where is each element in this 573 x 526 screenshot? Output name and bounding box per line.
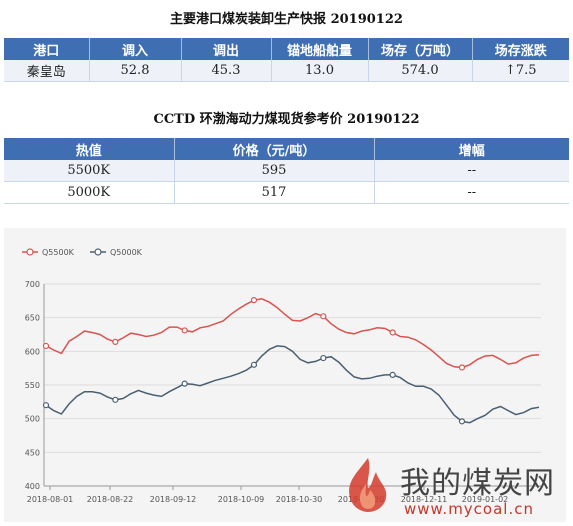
col-header-stock: 场存（万吨） <box>368 38 473 60</box>
watermark-text: 我的煤炭网 <box>400 466 555 501</box>
data-point <box>458 364 466 371</box>
x-tick-label: 2018-12-11 <box>401 495 448 504</box>
x-tick-label: 2018-10-09 <box>218 495 265 504</box>
watermark-logo: 我的煤炭网 www.mycoal.cn <box>338 450 568 524</box>
data-point <box>389 329 396 336</box>
cctd-price-table: 热值 价格（元/吨） 增幅 5500K 595 -- 5000K 517 -- <box>4 138 569 204</box>
cell-anchored-ships: 13.0 <box>271 60 369 82</box>
y-tick-label: 400 <box>25 482 40 491</box>
legend-label: Q5500K <box>42 248 75 257</box>
port-report-title: 主要港口煤炭装卸生产快报 20190122 <box>170 12 403 27</box>
data-point <box>250 297 258 304</box>
cell-change: -- <box>374 160 569 182</box>
col-header-port: 港口 <box>4 38 90 60</box>
y-tick-label: 500 <box>25 415 40 424</box>
table-row: 5500K 595 -- <box>4 160 569 182</box>
data-point <box>112 338 119 346</box>
y-tick-label: 550 <box>25 381 40 390</box>
data-point <box>112 396 119 403</box>
price-chart-svg: 700 650 600 550 500 450 400 2018-08-01 2018-08-2… <box>22 248 541 504</box>
cell-price: 595 <box>174 160 375 182</box>
x-tick-label: 2018-10-30 <box>276 495 323 504</box>
x-tick-label: 2019-01-02 <box>462 495 509 504</box>
cell-outbound: 45.3 <box>181 60 272 82</box>
col-header-anchored-ships: 锚地船舶量 <box>271 38 369 60</box>
table-row: 5000K 517 -- <box>4 181 569 204</box>
legend-marker-Q5000K <box>94 248 102 256</box>
data-point <box>42 402 50 409</box>
cell-stock: 574.0 <box>368 60 473 82</box>
cctd-header-row: 热值 价格（元/吨） 增幅 <box>4 138 569 160</box>
col-header-stock-change: 场存涨跌 <box>472 38 569 60</box>
data-point <box>181 327 188 334</box>
x-tick-label: 2018-08-22 <box>87 495 134 504</box>
y-tick-label: 650 <box>25 314 40 323</box>
port-report-header-row: 港口 调入 调出 锚地船舶量 场存（万吨） 场存涨跌 <box>4 38 569 60</box>
col-header-price: 价格（元/吨） <box>174 138 375 160</box>
table-row: 秦皇岛 52.8 45.3 13.0 574.0 ↑7.5 <box>4 60 569 82</box>
y-tick-label: 700 <box>25 280 40 289</box>
cell-calorific: 5000K <box>4 181 175 204</box>
cell-stock-change: ↑7.5 <box>472 60 569 82</box>
legend-marker-Q5500K <box>26 248 34 256</box>
flame-icon <box>349 458 387 512</box>
y-tick-label: 600 <box>25 347 40 356</box>
cell-change: -- <box>374 181 569 204</box>
col-header-calorific: 热值 <box>4 138 175 160</box>
x-tick-label: 2018-09-12 <box>150 495 197 504</box>
watermark-url: www.mycoal.cn <box>404 500 534 518</box>
col-header-change: 增幅 <box>374 138 569 160</box>
data-point <box>389 371 396 378</box>
data-point <box>250 361 258 368</box>
cell-inbound: 52.8 <box>89 60 182 82</box>
series-line-Q5500K <box>45 298 540 369</box>
data-point <box>320 313 327 320</box>
cell-price: 517 <box>174 181 375 204</box>
col-header-inbound: 调入 <box>89 38 182 60</box>
x-tick-label: 2018-08-01 <box>27 495 74 504</box>
cell-port: 秦皇岛 <box>4 60 90 82</box>
data-point <box>320 354 327 362</box>
cell-calorific: 5500K <box>4 160 175 182</box>
y-tick-label: 450 <box>25 448 40 457</box>
data-point <box>458 418 466 425</box>
port-report-table: 港口 调入 调出 锚地船舶量 场存（万吨） 场存涨跌 秦皇岛 52.8 45.3… <box>4 38 569 82</box>
col-header-outbound: 调出 <box>181 38 272 60</box>
data-point <box>181 380 188 387</box>
legend-label: Q5000K <box>110 248 143 257</box>
series-line-Q5000K <box>45 345 540 424</box>
cctd-report-title: CCTD 环渤海动力煤现货参考价 20190122 <box>153 112 420 127</box>
price-chart: 700 650 600 550 500 450 400 2018-08-01 2018-08-2… <box>4 228 566 522</box>
data-point <box>42 342 50 350</box>
